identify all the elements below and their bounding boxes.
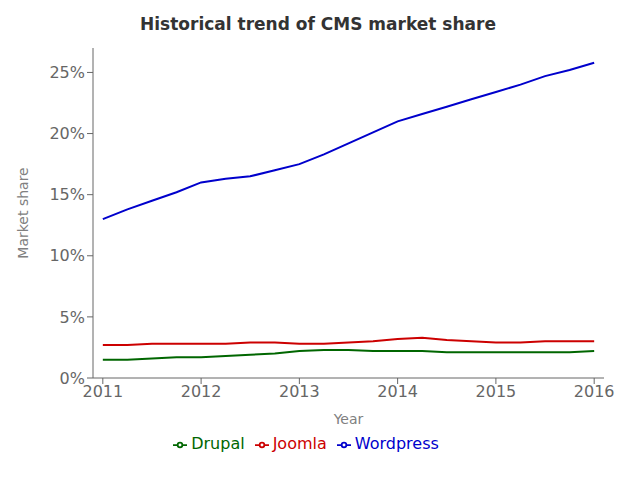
- svg-text:10%: 10%: [49, 246, 85, 265]
- svg-text:15%: 15%: [49, 185, 85, 204]
- svg-text:25%: 25%: [49, 63, 85, 82]
- svg-text:2016: 2016: [574, 382, 615, 401]
- html-text:Historical trend of CMS market: Historical trend of CMS market share: [140, 14, 496, 34]
- svg-text:20%: 20%: [49, 124, 85, 143]
- svg-text:2015: 2015: [476, 382, 517, 401]
- svg-text:2011: 2011: [82, 382, 123, 401]
- svg-text:2014: 2014: [377, 382, 418, 401]
- html-text:Drupal: Drupal: [191, 434, 245, 453]
- svg-text:2013: 2013: [279, 382, 320, 401]
- svg-text:2012: 2012: [181, 382, 222, 401]
- svg-text:0%: 0%: [60, 369, 85, 388]
- html-text:Joomla: Joomla: [272, 434, 327, 453]
- html-text:Wordpress: Wordpress: [354, 434, 439, 453]
- svg-text:Year: Year: [333, 411, 364, 427]
- svg-text:Market share: Market share: [15, 167, 31, 258]
- svg-text:5%: 5%: [60, 308, 85, 327]
